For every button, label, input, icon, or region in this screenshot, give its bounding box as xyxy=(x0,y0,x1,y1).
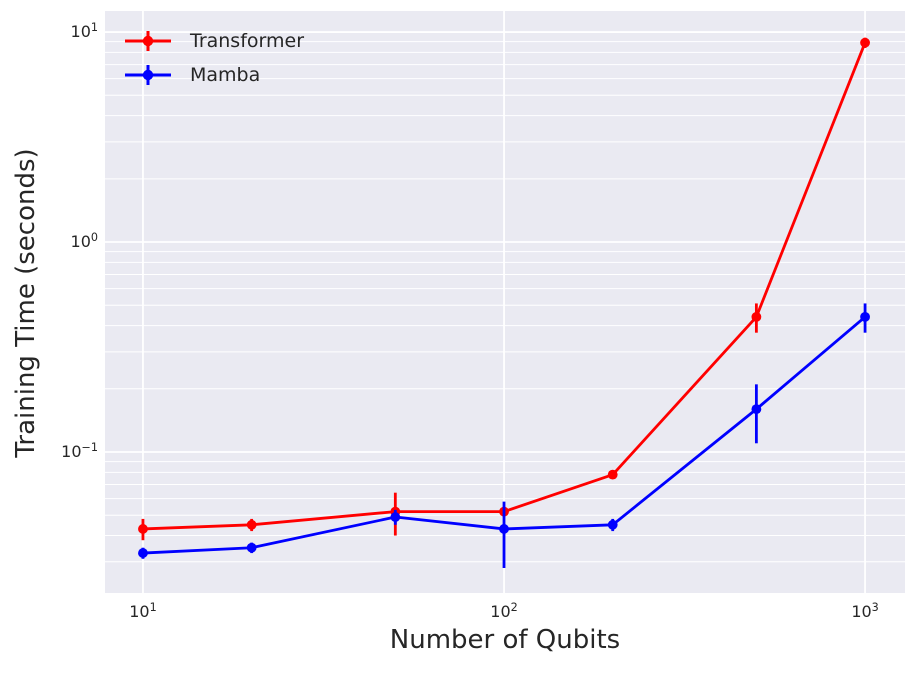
y-tick-label: 10−1 xyxy=(61,440,98,461)
data-point-mamba xyxy=(246,542,257,553)
legend: Transformer Mamba xyxy=(122,24,304,92)
legend-item-mamba: Mamba xyxy=(122,58,304,92)
x-tick-label: 101 xyxy=(129,600,157,621)
errorbar-marker-icon xyxy=(125,31,171,51)
data-point-transformer xyxy=(860,37,870,48)
data-point-transformer xyxy=(751,311,762,322)
plot-area xyxy=(105,11,905,593)
errorbar-marker-icon xyxy=(125,65,171,85)
data-point-mamba xyxy=(138,548,148,558)
y-tick-label: 100 xyxy=(70,230,98,252)
data-point-mamba xyxy=(390,512,401,522)
data-point-transformer xyxy=(607,469,618,480)
data-point-transformer xyxy=(138,524,148,534)
data-point-mamba xyxy=(499,524,509,534)
data-point-mamba xyxy=(751,404,762,415)
x-tick-label: 102 xyxy=(490,600,518,621)
data-point-mamba xyxy=(860,311,870,322)
y-axis-label: Training Time (seconds) xyxy=(11,148,41,458)
x-axis-label: Number of Qubits xyxy=(389,625,621,655)
legend-label-mamba: Mamba xyxy=(190,64,261,86)
y-tick-label: 101 xyxy=(70,20,98,42)
x-tick-label: 103 xyxy=(851,600,879,621)
data-point-transformer xyxy=(246,519,257,530)
legend-label-transformer: Transformer xyxy=(190,30,305,52)
data-point-mamba xyxy=(607,519,618,530)
legend-item-transformer: Transformer xyxy=(122,24,304,58)
